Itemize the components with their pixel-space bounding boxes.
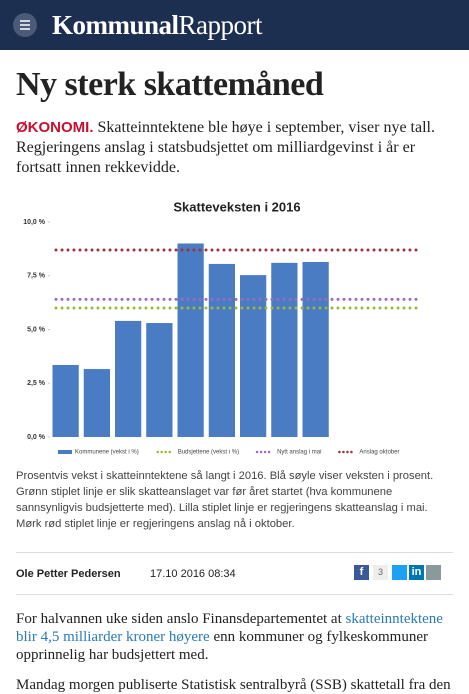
logo-bold: Kommunal (52, 10, 179, 40)
bar (115, 320, 142, 437)
linkedin-share[interactable]: in (409, 565, 424, 580)
header: KommunalRapport (0, 0, 469, 50)
caption: Prosentvis vekst i skatteinntektene så l… (16, 470, 434, 530)
text: For halvannen uke siden anslo Finansdepa… (16, 611, 346, 627)
y-tick-label: 2,5 % (27, 380, 46, 387)
legend-label: Kommunene (vekst i %) (75, 450, 139, 456)
chart-title: Skatteveksten i 2016 (173, 199, 300, 214)
bar (302, 261, 329, 437)
bar (83, 369, 110, 437)
separator (16, 594, 453, 595)
lead: ØKONOMI. Skatteinntektene ble høye i sep… (16, 118, 456, 178)
lead-text: Skatteinntektene ble høye i september, v… (16, 119, 435, 176)
logo-regular: Rapport (178, 10, 263, 40)
email-share[interactable] (426, 565, 441, 580)
logo[interactable]: KommunalRapport (52, 10, 263, 41)
facebook-share[interactable]: f (354, 565, 369, 580)
bar (208, 263, 235, 437)
text: enn kommuner og fylkeskommuner opprinnel… (16, 629, 428, 663)
bar (177, 243, 204, 437)
y-tick-label: 10,0 % (23, 219, 46, 226)
legend-label: Nytt anslag i mai (277, 450, 321, 456)
author: Ole Petter Pedersen (16, 568, 121, 580)
bar (240, 275, 267, 437)
legend-label: Anslag oktober (359, 450, 399, 456)
kicker: ØKONOMI. (16, 119, 94, 136)
legend-label: Budsjettene (vekst i %) (178, 450, 239, 456)
bar (52, 364, 79, 437)
chart: Skatteveksten i 2016 0,0 % 2,5 % 5,0 % 7,5 … (23, 199, 423, 456)
link[interactable]: skatteinntektene blir 4,5 milliarder kro… (16, 611, 443, 645)
date: 17.10 2016 08:34 (150, 568, 236, 580)
menu-button[interactable] (8, 0, 48, 50)
paragraph: Mandag morgen publiserte Statistisk sent… (16, 676, 456, 694)
y-tick-label: 7,5 % (27, 273, 46, 280)
bar (146, 323, 173, 437)
paragraph: For halvannen uke siden anslo Finansdepa… (16, 610, 456, 664)
text: Mandag morgen publiserte Statistisk sent… (16, 677, 451, 693)
twitter-share[interactable] (392, 565, 407, 580)
headline: Ny sterk skattemåned (16, 66, 324, 103)
bar (271, 262, 298, 437)
y-tick-label: 0,0 % (27, 434, 46, 441)
share-count: 3 (373, 565, 388, 580)
separator (16, 552, 453, 553)
legend-swatch (58, 450, 72, 454)
y-tick-label: 5,0 % (27, 326, 46, 333)
